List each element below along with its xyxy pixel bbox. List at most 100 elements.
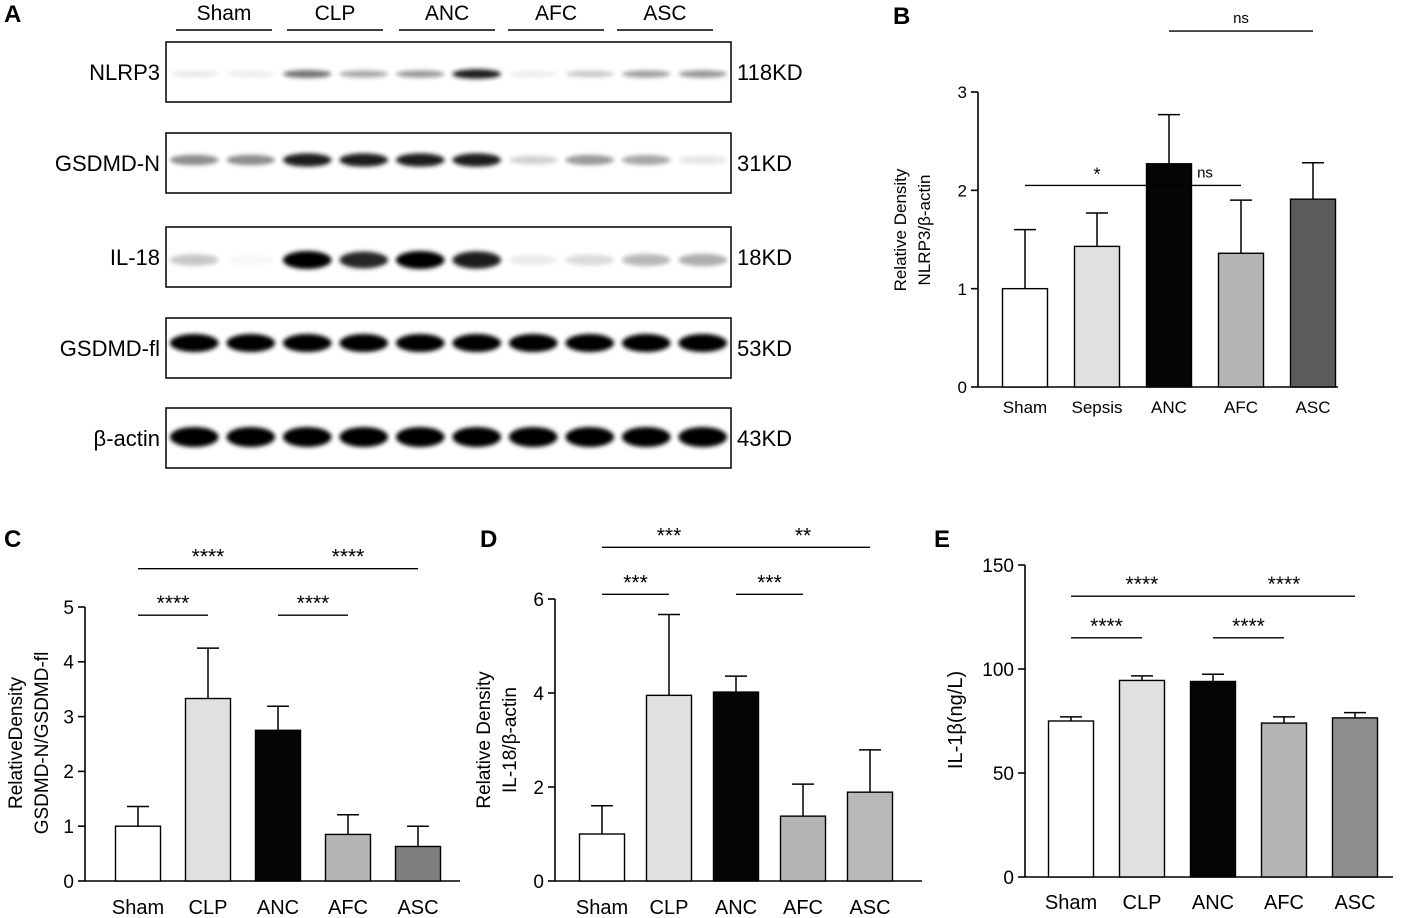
significance-label: **** (1126, 573, 1159, 596)
blot-band (226, 334, 276, 352)
panel-b-label: B (893, 3, 910, 30)
bar-sham (114, 825, 162, 882)
blot-protein-label: NLRP3 (89, 60, 160, 85)
blot-size-label: 53KD (737, 336, 792, 361)
x-category-label: ANC (257, 897, 299, 918)
bar-asc (394, 845, 442, 882)
panel-d-label: D (480, 526, 497, 553)
x-category-label: CLP (650, 897, 689, 918)
blot-band (678, 70, 728, 78)
blot-band (452, 427, 502, 447)
y-tick-label: 2 (63, 762, 74, 783)
y-tick-label: 50 (993, 764, 1014, 785)
bar-anc (712, 691, 760, 882)
x-category-label: ASC (849, 897, 890, 918)
x-category-label: Sham (1003, 398, 1047, 417)
chart-panel-d: D 0 2 4 6 Relative Density IL-18/β-actin Sham CL… (474, 524, 922, 918)
x-category-label: ASC (1296, 398, 1331, 417)
significance-label: *** (657, 524, 682, 547)
blot-band (226, 154, 276, 166)
y-tick-label: 5 (63, 598, 74, 619)
y-tick-label: 3 (958, 83, 967, 102)
y-axis-label: RelativeDensity (6, 677, 27, 809)
bar-sham (578, 833, 626, 882)
x-category-label: Sepsis (1071, 398, 1122, 417)
x-category-label: Sham (112, 897, 164, 918)
blot-protein-label: IL-18 (110, 245, 160, 270)
chart-panel-b: B 0 1 2 3 Relative Density NLRP3/β-actin Sham Se… (891, 3, 1338, 417)
bar-asc (1331, 717, 1379, 878)
blot-group-label: Sham (197, 2, 252, 25)
blot-band (395, 427, 445, 447)
y-tick-label: 1 (958, 280, 967, 299)
y-tick-label: 4 (533, 684, 544, 705)
bar-asc (1289, 198, 1337, 388)
blot-band (508, 155, 558, 165)
significance-label: **** (1232, 615, 1265, 638)
blot-protein-label: β-actin (94, 426, 160, 451)
bar-clp (645, 694, 693, 882)
y-tick-label: 6 (533, 590, 544, 611)
bar-sepsis (1073, 245, 1121, 388)
blot-row-gsdmd-fl: GSDMD-fl 53KD (60, 317, 792, 379)
blot-row-gsdmd-n: GSDMD-N 31KD (55, 132, 792, 194)
x-category-label: Sham (1045, 892, 1097, 914)
blot-band (621, 427, 671, 447)
y-axis-label: GSDMD-N/GSDMD-fl (32, 652, 53, 835)
blot-row-nlrp3: NLRP3 118KD (89, 41, 803, 103)
significance-label: ns (1197, 164, 1213, 181)
blot-band (452, 334, 502, 352)
significance-label: *** (757, 571, 782, 594)
blot-band (508, 254, 558, 266)
bar-afc (1260, 722, 1308, 878)
x-category-label: ANC (1151, 398, 1187, 417)
blot-band (565, 334, 615, 352)
chart-panel-c: C 0 1 2 3 4 5 RelativeDensity GSDMD-N/GSDMD-fl Sh… (4, 526, 460, 918)
bar-clp (1118, 679, 1166, 878)
significance-label: *** (623, 571, 648, 594)
blot-band (565, 70, 615, 78)
blot-band (508, 71, 558, 77)
blot-band (621, 334, 671, 352)
y-tick-label: 1 (63, 817, 74, 838)
blot-band (565, 427, 615, 447)
y-axis-label: IL-18/β-actin (500, 687, 521, 793)
x-category-label: AFC (1224, 398, 1258, 417)
blot-band (621, 253, 671, 267)
blot-band (339, 334, 389, 352)
blot-band (395, 334, 445, 352)
significance-label: **** (1268, 573, 1301, 596)
bar-anc (1145, 163, 1193, 388)
blot-size-label: 43KD (737, 426, 792, 451)
blot-row-il-18: IL-18 18KD (110, 226, 792, 288)
y-tick-label: 2 (533, 778, 544, 799)
bar-sham (1001, 287, 1049, 388)
chart-panel-e: E 0 50 100 150 IL-1β(ng/L) Sham CLP ANC AFC ASC ***… (934, 526, 1393, 914)
x-category-label: ANC (1192, 892, 1234, 914)
y-tick-label: 4 (63, 653, 74, 674)
y-axis-label: NLRP3/β-actin (915, 175, 934, 286)
x-category-label: AFC (328, 897, 368, 918)
blot-band (339, 427, 389, 447)
blot-band (395, 153, 445, 167)
blot-band (169, 154, 219, 166)
blot-band (226, 254, 276, 266)
x-category-label: Sham (576, 897, 628, 918)
blot-band (282, 427, 332, 447)
blot-band (678, 427, 728, 447)
western-blot-panel: A Sham CLP ANC AFC ASC NLRP3 118KD GSDMD-N 31KD… (4, 1, 803, 469)
blot-band (452, 251, 502, 269)
blot-size-label: 18KD (737, 245, 792, 270)
blot-band (508, 334, 558, 352)
significance-label: ns (1233, 10, 1249, 27)
bar-afc (779, 815, 827, 882)
blot-protein-label: GSDMD-fl (60, 336, 160, 361)
y-tick-label: 0 (1003, 868, 1014, 889)
y-tick-label: 150 (982, 556, 1014, 577)
bar-anc (254, 729, 302, 882)
bar-afc (1217, 252, 1265, 388)
blot-band (226, 71, 276, 77)
x-category-label: CLP (189, 897, 228, 918)
y-tick-label: 0 (63, 872, 74, 893)
